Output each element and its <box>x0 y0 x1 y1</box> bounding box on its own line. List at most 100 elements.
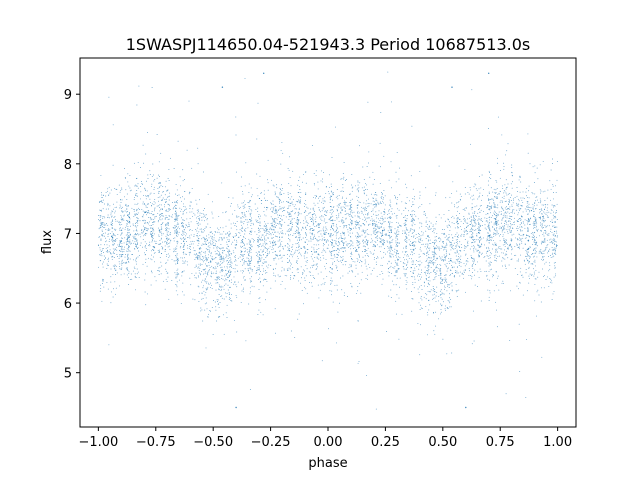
data-point <box>465 246 467 248</box>
data-point <box>107 264 109 266</box>
data-point <box>399 257 401 259</box>
data-point <box>367 247 369 249</box>
data-point <box>323 236 325 238</box>
data-point <box>311 250 313 252</box>
data-point <box>143 229 145 231</box>
data-point <box>311 218 313 220</box>
data-point <box>205 260 207 262</box>
data-point <box>289 228 291 230</box>
data-point <box>373 244 375 246</box>
data-point <box>221 182 223 184</box>
data-point <box>175 218 177 220</box>
data-point <box>174 225 176 227</box>
data-point <box>397 229 399 231</box>
data-point <box>449 269 451 271</box>
data-point <box>450 283 452 285</box>
data-point <box>266 255 268 257</box>
data-point <box>154 261 155 263</box>
data-point <box>507 257 509 259</box>
data-point <box>443 254 445 256</box>
data-point <box>459 241 461 243</box>
data-point <box>217 254 219 256</box>
data-point <box>217 279 219 281</box>
data-point <box>368 224 370 226</box>
data-point <box>365 235 367 237</box>
data-point <box>400 225 402 227</box>
data-point <box>256 138 258 140</box>
data-point <box>303 206 305 207</box>
data-point <box>384 208 386 210</box>
data-point <box>259 224 261 226</box>
data-point <box>205 214 207 216</box>
data-point <box>526 338 528 340</box>
data-point <box>275 257 277 259</box>
data-point <box>232 250 234 252</box>
data-point <box>454 206 456 208</box>
data-point <box>193 240 195 242</box>
data-point <box>530 207 532 209</box>
data-point <box>405 232 407 234</box>
data-point <box>255 272 257 274</box>
data-point <box>124 168 125 170</box>
data-point <box>488 223 490 225</box>
data-point <box>174 213 176 215</box>
data-point <box>158 236 160 237</box>
data-point <box>365 206 367 208</box>
data-point <box>464 245 466 247</box>
data-point <box>552 225 554 227</box>
data-point <box>451 247 453 249</box>
data-point <box>319 223 321 224</box>
data-point <box>258 260 259 262</box>
data-point <box>461 233 463 235</box>
data-point <box>287 243 289 245</box>
data-point <box>495 189 497 191</box>
data-point <box>503 227 505 229</box>
data-point <box>430 289 432 291</box>
data-point <box>135 213 137 215</box>
data-point <box>244 233 246 235</box>
data-point <box>406 228 408 230</box>
data-point <box>527 240 529 242</box>
data-point <box>325 263 327 264</box>
data-point <box>555 273 557 275</box>
data-point <box>176 243 178 245</box>
data-point <box>544 200 546 202</box>
data-point <box>324 282 326 284</box>
data-point <box>534 193 536 195</box>
data-point <box>459 257 461 259</box>
data-point <box>278 198 280 200</box>
data-point <box>200 310 202 312</box>
data-point <box>519 282 521 284</box>
data-point <box>174 230 176 232</box>
data-point <box>149 212 151 214</box>
data-point <box>391 230 393 231</box>
data-point <box>119 285 120 287</box>
data-point <box>149 245 151 247</box>
data-point <box>298 246 300 248</box>
data-point <box>379 274 381 276</box>
data-point <box>329 290 331 292</box>
data-point <box>133 266 135 268</box>
data-point <box>495 250 497 252</box>
data-point <box>119 240 121 241</box>
data-point <box>182 180 184 182</box>
data-point <box>191 167 193 169</box>
data-point <box>99 209 101 211</box>
data-point <box>449 302 451 304</box>
data-point <box>313 213 315 215</box>
data-point <box>457 227 459 229</box>
data-point <box>556 232 558 234</box>
data-point <box>280 242 281 244</box>
data-point <box>154 217 156 219</box>
data-point <box>289 229 291 231</box>
data-point <box>216 264 218 266</box>
data-point <box>546 212 548 214</box>
data-point <box>488 262 490 264</box>
data-point <box>229 250 230 252</box>
data-point <box>102 217 104 219</box>
data-point <box>175 247 177 249</box>
data-point <box>111 221 113 222</box>
data-point <box>395 233 397 235</box>
data-point <box>389 225 390 227</box>
data-point <box>217 227 219 229</box>
